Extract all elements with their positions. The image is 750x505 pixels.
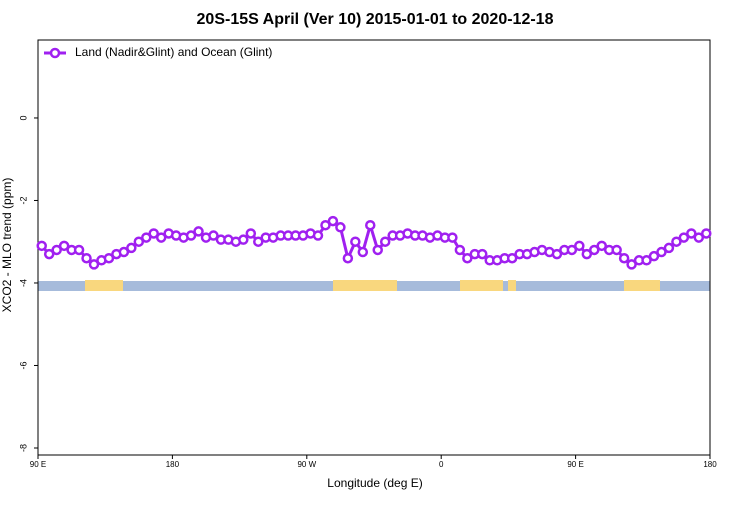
data-point — [357, 246, 369, 258]
data-point — [701, 228, 712, 239]
data-point — [454, 244, 466, 256]
data-point — [626, 259, 637, 270]
data-point — [350, 236, 361, 247]
data-point — [686, 228, 697, 239]
data-point — [581, 248, 593, 260]
data-point — [574, 240, 585, 252]
land-band — [624, 280, 660, 291]
legend-label: Land (Nadir&Glint) and Ocean (Glint) — [75, 45, 272, 59]
x-tick-label: 90 E — [30, 460, 46, 469]
data-point — [618, 252, 630, 264]
data-point — [663, 242, 675, 254]
y-axis-label: XCO2 - MLO trend (ppm) — [0, 178, 14, 313]
data-point — [126, 242, 137, 254]
x-tick-label: 180 — [703, 460, 717, 469]
x-tick-label: 90 W — [297, 460, 316, 469]
data-point — [678, 232, 690, 243]
data-point — [693, 232, 705, 243]
data-point — [253, 236, 264, 247]
x-axis-label: Longitude (deg E) — [327, 476, 422, 490]
x-tick-label: 0 — [439, 460, 444, 469]
data-point — [641, 255, 652, 266]
data-point — [611, 244, 622, 256]
data-point — [596, 240, 607, 252]
data-point — [342, 252, 354, 264]
data-point — [133, 236, 145, 247]
data-point — [506, 252, 518, 264]
data-point — [379, 236, 391, 247]
y-tick-label: -8 — [18, 444, 28, 452]
y-tick-label: -6 — [18, 361, 28, 369]
data-point — [73, 244, 85, 256]
land-band — [508, 280, 516, 291]
data-point — [320, 219, 331, 231]
data-point — [58, 240, 70, 252]
data-point — [238, 234, 249, 245]
data-point — [656, 246, 667, 258]
data-point — [462, 252, 473, 264]
data-point — [312, 230, 324, 241]
data-point — [566, 244, 578, 256]
data-point — [118, 246, 130, 258]
legend-marker — [49, 47, 61, 59]
data-point — [365, 219, 376, 231]
data-point — [208, 230, 219, 241]
data-point — [88, 259, 100, 270]
data-point — [245, 228, 257, 239]
data-point — [103, 252, 115, 264]
land-band — [85, 280, 123, 291]
x-tick-label: 90 E — [567, 460, 583, 469]
y-tick-label: -2 — [18, 196, 28, 204]
data-point — [43, 248, 55, 260]
data-point — [327, 215, 339, 227]
data-point — [81, 252, 92, 264]
y-tick-label: -4 — [18, 279, 28, 287]
data-point — [148, 228, 159, 239]
data-point — [193, 226, 204, 237]
data-point — [141, 232, 152, 243]
data-point — [155, 232, 167, 243]
data-point — [447, 232, 458, 243]
data-point — [589, 244, 600, 256]
y-tick-label: 0 — [18, 115, 28, 120]
land-ocean-strip — [38, 280, 710, 291]
data-point — [51, 244, 62, 256]
data-point — [335, 222, 346, 233]
data-point — [671, 236, 682, 247]
data-point — [477, 248, 488, 260]
data-point — [372, 244, 383, 256]
chart-title: 20S-15S April (Ver 10) 2015-01-01 to 202… — [197, 11, 554, 28]
data-point — [648, 250, 660, 262]
land-band — [460, 280, 503, 291]
x-tick-label: 180 — [166, 460, 180, 469]
data-point — [185, 230, 197, 241]
data-point — [36, 240, 47, 252]
data-point — [551, 248, 563, 260]
land-band — [333, 280, 397, 291]
